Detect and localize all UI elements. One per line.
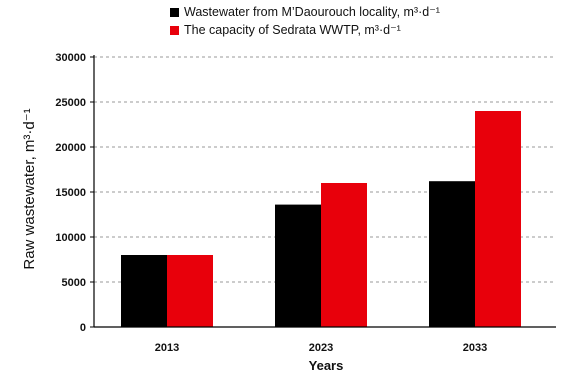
bar-capacity-2033 <box>475 111 521 327</box>
axes <box>90 55 556 328</box>
y-tick-labels: 0 5000 10000 15000 20000 25000 30000 <box>55 52 86 334</box>
y-tick-label: 10000 <box>55 232 86 244</box>
legend-swatch <box>170 26 179 35</box>
bars <box>121 111 521 327</box>
x-axis-label: Years <box>309 358 344 373</box>
legend: Wastewater from M’Daourouch locality, m³… <box>170 5 440 37</box>
bar-capacity-2013 <box>167 255 213 327</box>
y-tick-label: 5000 <box>62 277 86 289</box>
bar-wastewater-2033 <box>429 181 475 327</box>
y-tick-label: 25000 <box>55 97 86 109</box>
legend-swatch <box>170 8 179 17</box>
x-tick-labels: 2013 2023 2033 <box>155 342 487 354</box>
y-tick-label: 20000 <box>55 142 86 154</box>
bar-capacity-2023 <box>321 183 367 327</box>
bar-wastewater-2023 <box>275 204 321 327</box>
y-tick-label: 30000 <box>55 52 86 64</box>
y-tick-label: 15000 <box>55 187 86 199</box>
y-tick-label: 0 <box>80 322 86 334</box>
x-tick-label: 2033 <box>463 342 487 354</box>
legend-label: Wastewater from M’Daourouch locality, m³… <box>184 5 440 19</box>
legend-label: The capacity of Sedrata WWTP, m³·d⁻¹ <box>184 23 401 37</box>
x-tick-label: 2023 <box>309 342 333 354</box>
bar-wastewater-2013 <box>121 255 167 327</box>
x-tick-label: 2013 <box>155 342 179 354</box>
y-axis-label: Raw wastewater, m³·d⁻¹ <box>21 108 38 269</box>
